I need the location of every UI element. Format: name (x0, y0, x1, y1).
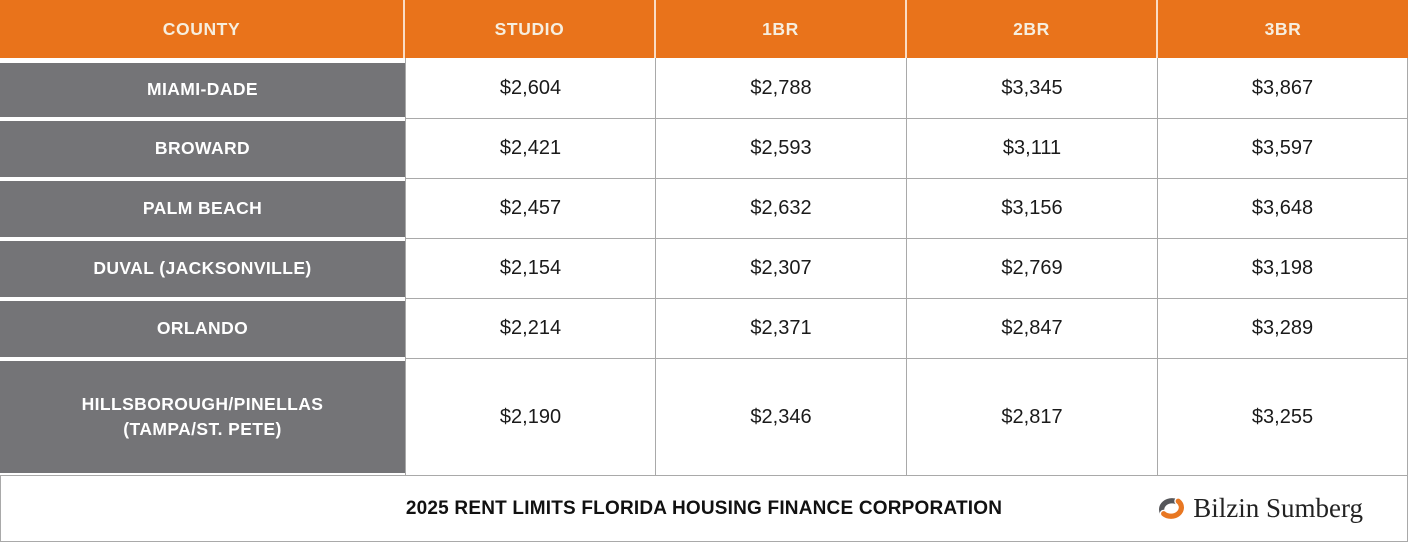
rent-value: $2,154 (405, 239, 656, 299)
table-footer: 2025 RENT LIMITS FLORIDA HOUSING FINANCE… (0, 475, 1408, 542)
logo-text: Bilzin Sumberg (1193, 493, 1363, 523)
rent-value: $2,421 (405, 119, 656, 179)
swirl-icon (1159, 497, 1186, 521)
rent-value: $2,346 (656, 359, 907, 475)
rent-value: $2,457 (405, 179, 656, 239)
county-cell-palm-beach: PALM BEACH (0, 179, 405, 239)
rent-value: $2,817 (907, 359, 1158, 475)
column-header-studio: STUDIO (405, 0, 656, 58)
rent-value: $2,593 (656, 119, 907, 179)
table-caption: 2025 RENT LIMITS FLORIDA HOUSING FINANCE… (405, 497, 1003, 519)
rent-value: $2,214 (405, 299, 656, 359)
column-header-county: COUNTY (0, 0, 405, 58)
rent-value: $3,111 (907, 119, 1158, 179)
rent-value: $3,867 (1158, 58, 1408, 119)
column-header-1br: 1BR (656, 0, 907, 58)
county-cell-duval: DUVAL (JACKSONVILLE) (0, 239, 405, 299)
county-cell-hillsborough-pinellas: HILLSBOROUGH/PINELLAS (TAMPA/ST. PETE) (0, 359, 405, 475)
rent-value: $2,604 (405, 58, 656, 119)
rent-value: $3,156 (907, 179, 1158, 239)
rent-value: $3,255 (1158, 359, 1408, 475)
rent-value: $3,289 (1158, 299, 1408, 359)
county-cell-broward: BROWARD (0, 119, 405, 179)
rent-value: $2,307 (656, 239, 907, 299)
column-header-2br: 2BR (907, 0, 1158, 58)
column-header-3br: 3BR (1158, 0, 1408, 58)
rent-value: $2,847 (907, 299, 1158, 359)
rent-value: $2,788 (656, 58, 907, 119)
rent-value: $2,190 (405, 359, 656, 475)
county-cell-miami-dade: MIAMI-DADE (0, 58, 405, 119)
rent-value: $2,371 (656, 299, 907, 359)
rent-value: $3,198 (1158, 239, 1408, 299)
county-cell-orlando: ORLANDO (0, 299, 405, 359)
bilzin-sumberg-logo: Bilzin Sumberg (1157, 476, 1363, 541)
rent-value: $3,597 (1158, 119, 1408, 179)
rent-value: $2,769 (907, 239, 1158, 299)
rent-value: $3,648 (1158, 179, 1408, 239)
rent-value: $2,632 (656, 179, 907, 239)
rent-value: $3,345 (907, 58, 1158, 119)
